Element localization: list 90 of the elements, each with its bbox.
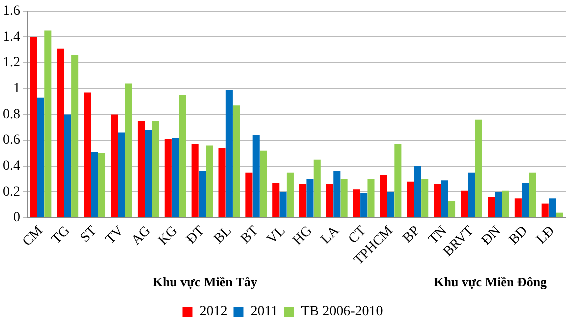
x-tick-label: BP <box>400 224 424 246</box>
bar <box>422 179 429 218</box>
x-tick-label: ST <box>78 223 101 246</box>
y-tick-label: 1.2 <box>3 56 20 71</box>
bar <box>306 179 314 218</box>
bar <box>300 184 307 218</box>
bar <box>206 146 214 218</box>
bar <box>152 121 160 218</box>
x-tick-label: HG <box>290 224 316 249</box>
y-tick-label: 0.6 <box>3 133 20 148</box>
bar <box>394 144 402 218</box>
bar <box>529 172 536 218</box>
y-tick-label: 1.6 <box>3 4 20 20</box>
bar <box>138 121 145 218</box>
x-tick-label: BD <box>506 224 532 248</box>
y-tick-label: 0 <box>14 210 20 226</box>
y-tick-label: 1 <box>14 82 20 97</box>
bar <box>314 160 321 218</box>
bar <box>441 180 448 218</box>
bar <box>280 192 287 218</box>
bar <box>260 150 268 218</box>
bar <box>488 197 496 218</box>
bar <box>125 84 132 218</box>
bar <box>414 166 422 218</box>
bar <box>286 172 294 218</box>
x-tick-label: LĐ <box>534 224 558 248</box>
bar <box>98 153 106 218</box>
x-tick-label: ĐN <box>479 224 504 249</box>
legend-label: 2011 <box>250 304 278 320</box>
text: Khu vực Miền Đông <box>434 274 548 290</box>
bar <box>64 114 72 218</box>
bar <box>111 114 118 218</box>
bar <box>172 138 180 218</box>
bar <box>118 132 126 218</box>
bar <box>30 37 38 218</box>
y-tick-label: 1.4 <box>3 30 20 45</box>
x-tick-label: KG <box>156 224 182 249</box>
bar <box>522 183 530 218</box>
bar <box>44 30 52 218</box>
bar <box>475 120 482 218</box>
bar <box>549 198 556 218</box>
bar <box>340 179 348 218</box>
bar <box>84 92 92 218</box>
bar <box>145 130 152 218</box>
bar <box>72 55 79 218</box>
y-tick-label: 0.8 <box>3 107 20 122</box>
bar <box>387 192 395 218</box>
bar <box>164 139 172 218</box>
text: Khu vực Miền Tây <box>152 274 258 290</box>
bar <box>198 172 206 218</box>
bar <box>233 106 240 218</box>
bar <box>91 152 98 218</box>
bar <box>448 201 456 218</box>
y-tick-label: 0.2 <box>3 184 20 200</box>
bar <box>246 172 253 218</box>
bar <box>326 184 334 218</box>
bar <box>334 172 341 218</box>
x-tick-label: LA <box>318 223 344 248</box>
legend-label: 2012 <box>200 304 228 320</box>
legend-label: TB 2006-2010 <box>301 304 384 320</box>
bar <box>434 184 442 218</box>
bar <box>380 175 388 218</box>
y-tick-label: 0.4 <box>3 159 20 174</box>
bar <box>407 182 414 218</box>
x-tick-label: TV <box>103 224 128 248</box>
bar <box>37 98 44 218</box>
bar <box>179 95 186 218</box>
x-tick-label: TG <box>50 224 74 248</box>
bar <box>542 204 549 218</box>
x-tick-label: ĐT <box>184 223 208 248</box>
bar <box>57 48 64 218</box>
x-tick-label: VL <box>264 224 289 248</box>
x-tick-label: CM <box>20 223 47 250</box>
bar <box>495 192 502 218</box>
bar <box>192 144 199 218</box>
bar <box>272 183 280 218</box>
x-tick-label: BL <box>212 224 235 248</box>
bar <box>353 190 360 218</box>
bar <box>368 179 375 218</box>
bar <box>461 190 468 218</box>
bar <box>218 148 226 218</box>
bar <box>502 190 510 218</box>
x-tick-label: AG <box>129 224 154 249</box>
bar <box>556 212 564 218</box>
bar <box>360 193 368 218</box>
bar <box>226 90 233 218</box>
bar <box>468 172 476 218</box>
x-tick-label: BT <box>238 223 262 248</box>
bar <box>252 135 260 218</box>
bar <box>514 198 522 218</box>
